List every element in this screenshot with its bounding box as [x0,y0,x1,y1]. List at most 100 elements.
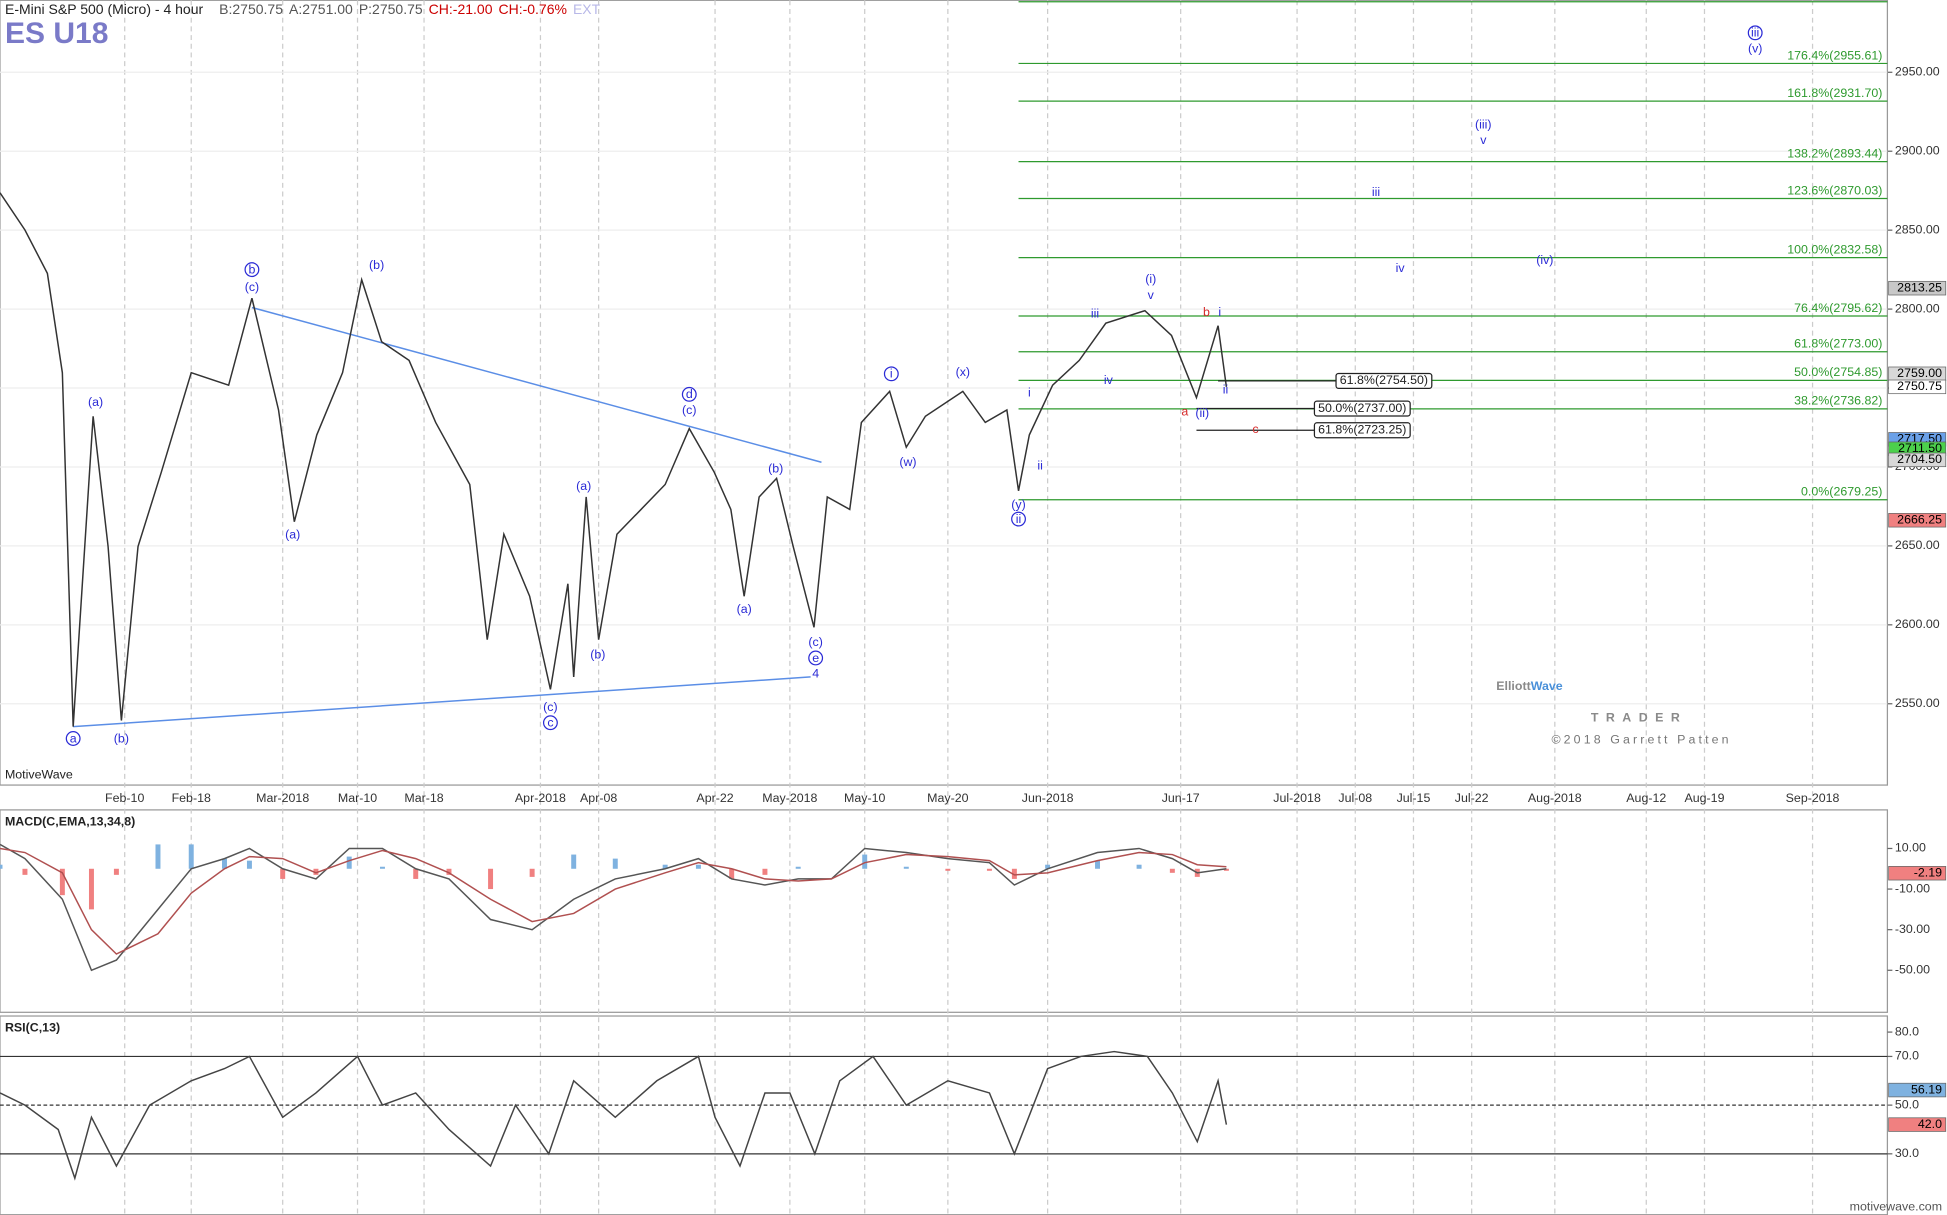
wave-label: ii [1037,458,1043,472]
x-tick-label: Jul-08 [1338,791,1372,805]
annotation-circle [244,262,260,278]
x-tick-label: Apr-08 [580,791,617,805]
y-tick-label: 50.0 [1895,1097,1919,1111]
wave-label: ii [1016,512,1022,526]
panel-label: MotiveWave [5,767,73,781]
y-tick-label: 80.0 [1895,1024,1919,1038]
fib-label: 76.4%(2795.62) [1794,301,1882,315]
price-tag-label: 2813.25 [1897,280,1942,294]
histogram-bar [413,868,419,879]
wave-label: iii [1372,185,1380,199]
histogram-bar [529,868,535,877]
histogram-bar [313,868,319,875]
x-tick-label: Aug-2018 [1528,791,1582,805]
header: E-Mini S&P 500 (Micro) - 4 hour B:2750.7… [5,1,600,17]
wave-label: (a) [576,479,591,493]
x-tick-label: Feb-18 [172,791,211,805]
wave-label: (i) [1145,272,1156,286]
x-tick-label: Feb-10 [105,791,144,805]
histogram-bar [1011,868,1017,879]
histogram-bar [612,858,618,869]
histogram-bar [945,868,951,871]
histogram-bar [1045,864,1051,869]
fib-label: 61.8%(2773.00) [1794,337,1882,351]
watermark-copyright: ©2018 Garrett Patten [1551,733,1731,747]
retrace-box-bg [1313,400,1411,417]
series-line [0,1050,1228,1181]
wave-label: a [70,731,77,745]
price-tag-label: 2750.75 [1897,379,1942,393]
series-line [0,847,1227,955]
wave-label: (iii) [1475,117,1492,131]
header-stat: P:2750.75 [358,1,423,17]
fib-label: 161.8%(2931.70) [1787,86,1882,100]
histogram-bar [246,860,252,869]
x-tick-label: Apr-2018 [515,791,566,805]
fib-label: 0.0%(2679.25) [1801,485,1882,499]
histogram-bar [88,868,94,910]
series-line [0,843,1227,972]
x-tick-label: Aug-19 [1684,791,1724,805]
wave-label: (b) [369,258,384,272]
wave-label: b [248,263,255,277]
retrace-box: 61.8%(2723.25) [1313,422,1411,439]
price-tag [1888,452,1947,468]
wave-label: i [1218,305,1221,319]
y-tick-label: -10.00 [1895,881,1930,895]
watermark-brand-1: Elliott [1496,679,1530,693]
fib-label: 176.4%(2955.61) [1787,48,1882,62]
wave-label: b [1203,305,1210,319]
fib-label: 123.6%(2870.03) [1787,183,1882,197]
wave-label: (b) [590,648,605,662]
histogram-bar [446,868,452,875]
retrace-label: 61.8%(2723.25) [1318,423,1406,437]
retrace-label: 50.0%(2737.00) [1318,401,1406,415]
wave-label: ii [1223,383,1229,397]
annotation-circle [808,650,824,666]
retrace-box-bg [1335,372,1433,389]
histogram-bar [280,868,286,879]
watermark-sub: TRADER [1591,710,1687,724]
watermark-brand-2: Wave [1531,679,1563,693]
price-tag-label: 2704.50 [1897,452,1942,466]
x-tick-label: Sep-2018 [1786,791,1840,805]
wave-label: (iv) [1536,253,1553,267]
annotation-circle [1011,511,1026,527]
price-tag-label: 2711.50 [1898,441,1942,455]
wave-label: e [812,651,819,665]
wave-label: (b) [114,731,129,745]
trendline [73,676,811,728]
y-tick-label: 2600.00 [1895,617,1940,631]
histogram-bar [155,844,161,869]
wave-label: 4 [812,667,819,681]
header-stat: EXT [572,1,601,17]
fib-label: 100.0%(2832.58) [1787,242,1882,256]
x-tick-label: Apr-22 [696,791,733,805]
header-stat: CH:-21.00 [428,1,493,17]
wave-label: (x) [956,365,970,379]
histogram-bar [903,866,909,869]
histogram-bar [1095,860,1101,869]
histogram-bar [222,858,227,869]
retrace-label: 61.8%(2754.50) [1340,373,1428,387]
fib-label: 50.0%(2754.85) [1794,365,1882,379]
y-tick-label: 2800.00 [1895,301,1940,315]
series-line [0,192,1228,727]
wave-label: (v) [1748,42,1762,56]
price-tag-label: 42.0 [1918,1117,1942,1131]
x-tick-label: May-2018 [762,791,817,805]
y-tick-label: 2650.00 [1895,538,1940,552]
price-tag [1888,1117,1947,1132]
header-stat: B:2750.75 [219,1,283,17]
wave-label: iii [1091,307,1099,321]
x-tick-label: May-10 [844,791,885,805]
wave-label: c [1252,422,1258,436]
histogram-bar [0,864,3,869]
wave-label: i [1028,386,1031,400]
histogram-bar [986,868,992,871]
x-tick-label: Jul-2018 [1273,791,1321,805]
price-tag [1888,1082,1947,1098]
wave-label: (c) [543,700,557,714]
y-tick-label: 2850.00 [1895,222,1940,236]
wave-label: v [1148,288,1155,302]
